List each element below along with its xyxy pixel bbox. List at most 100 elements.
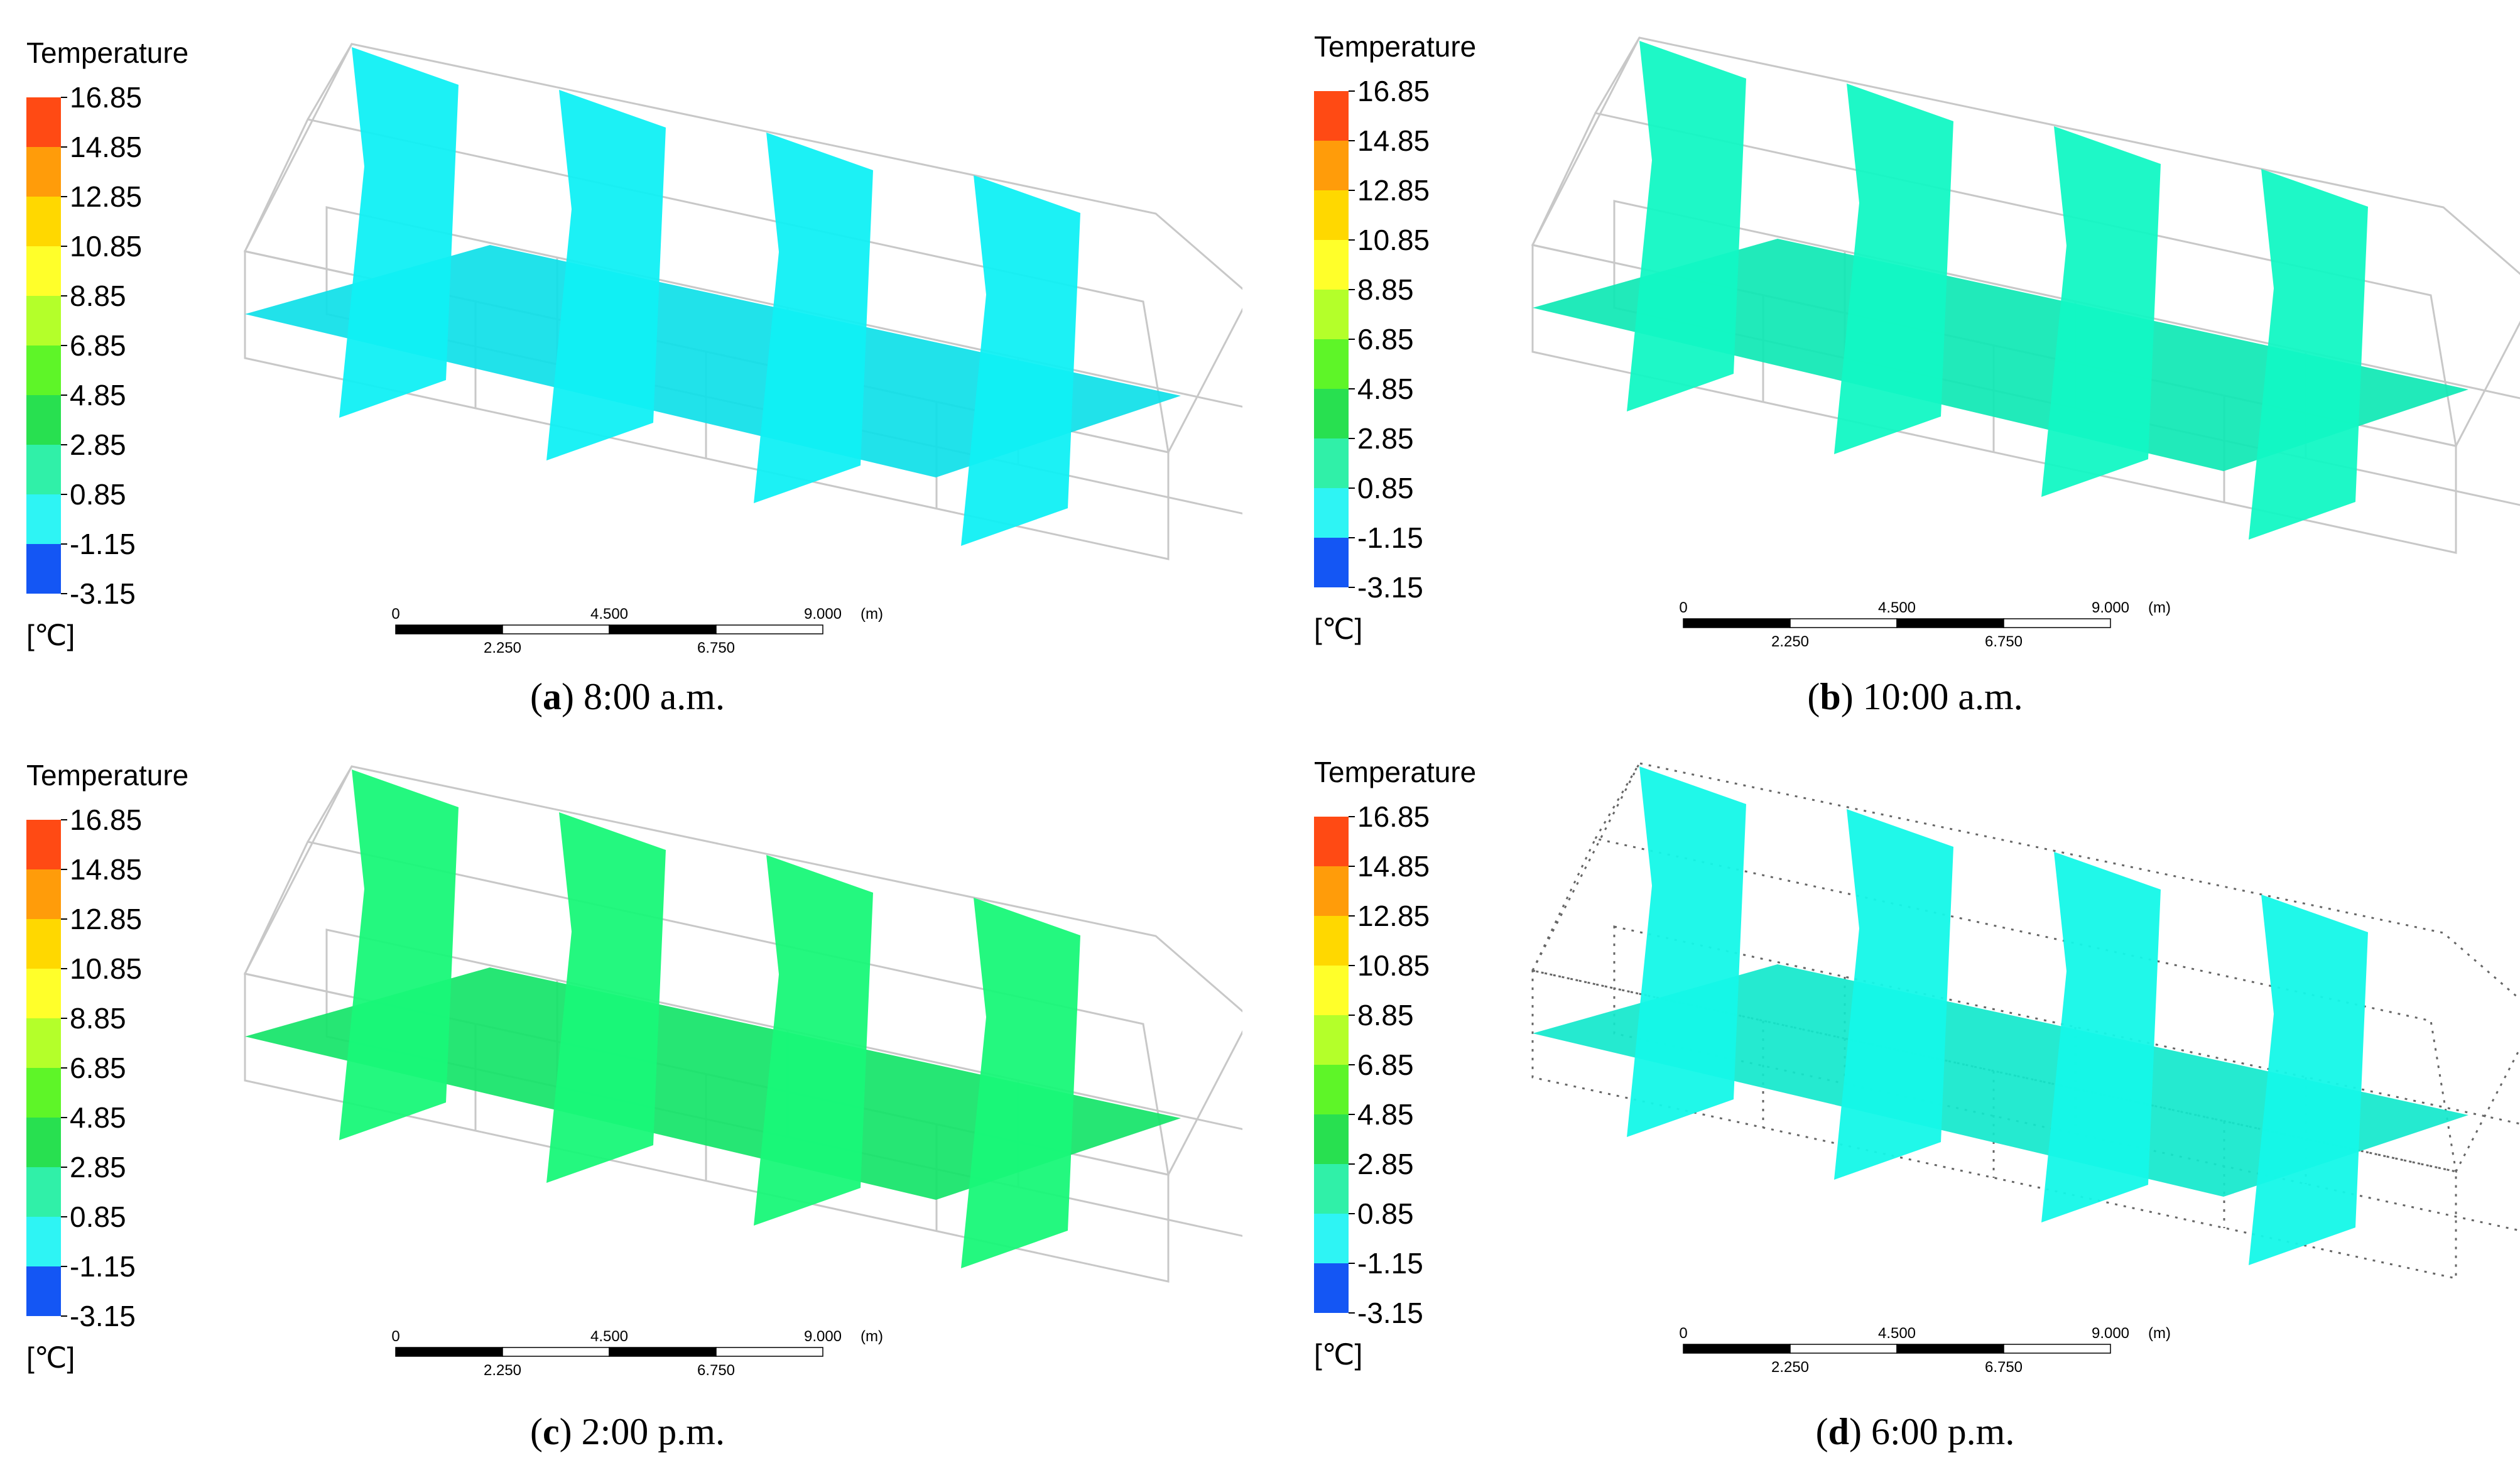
scale-bar: 0 4.500 9.000 (m) 2.250 6.750: [1679, 599, 2171, 650]
vertical-temperature-plane: [2041, 126, 2161, 497]
scale-bar-segment: [609, 1347, 717, 1357]
panel-a: Temperature 16.85 14.85 12.85 10.85 8.85 6.85 4…: [13, 25, 1242, 748]
vertical-slices: [1627, 766, 2368, 1265]
legend-swatch: [1314, 538, 1349, 587]
legend-tick-label: 6.85: [1357, 323, 1414, 356]
scale-label: 4.500: [590, 606, 628, 623]
legend-tick-label: 14.85: [1357, 850, 1430, 883]
vertical-temperature-plane: [2041, 852, 2161, 1222]
scale-bar-segment: [395, 624, 503, 634]
legend-tick-label: -1.15: [1357, 521, 1423, 554]
color-legend: Temperature 16.85 14.85 12.85 10.85 8.85 6.85 4…: [26, 36, 188, 651]
legend-tick-label: -1.15: [1357, 1247, 1423, 1280]
floor-temperature-plane: [1533, 964, 2468, 1197]
legend-tick-label: 16.85: [70, 803, 142, 836]
legend-tick-label: 4.85: [1357, 1098, 1414, 1131]
caption-d: (d) 6:00 p.m.: [1815, 1411, 2015, 1452]
legend-swatch: [1314, 916, 1349, 966]
panel-d: Temperature 16.85 14.85 12.85 10.85 8.85 6.85 4…: [1300, 744, 2520, 1467]
scale-label: 6.750: [697, 640, 735, 656]
legend-swatch: [26, 869, 61, 919]
panel-b: Temperature 16.85 14.85 12.85 10.85 8.85 6.85 4…: [1300, 19, 2520, 741]
legend-swatch: [1314, 141, 1349, 190]
legend-swatch: [26, 346, 61, 395]
vertical-temperature-plane: [961, 175, 1080, 546]
scale-label: 6.750: [1985, 1359, 2023, 1376]
scale-bar-segment: [1896, 618, 2004, 628]
legend-swatch: [1314, 1065, 1349, 1114]
color-legend: Temperature 16.85 14.85 12.85 10.85 8.85 6.85 4…: [1314, 756, 1476, 1371]
legend-swatch: [26, 1217, 61, 1266]
color-legend: Temperature 16.85 14.85 12.85 10.85 8.85 6.85 4…: [26, 759, 188, 1374]
caption-letter: d: [1828, 1411, 1850, 1452]
legend-tick-label: 12.85: [70, 903, 142, 935]
legend-tick-label: 8.85: [1357, 999, 1414, 1031]
caption-letter: a: [543, 676, 562, 717]
caption-c: (c) 2:00 p.m.: [530, 1411, 725, 1452]
scale-label: 6.750: [1985, 633, 2023, 650]
legend-tick-label: -1.15: [70, 528, 136, 560]
legend-tick-label: 2.85: [70, 1151, 126, 1184]
scale-label: 0: [1679, 1325, 1687, 1342]
legend-swatch: [26, 445, 61, 494]
caption-b: (b) 10:00 a.m.: [1807, 676, 2023, 717]
legend-tick-label: 4.85: [70, 379, 126, 411]
scale-label: (m): [2148, 1325, 2171, 1342]
legend-tick-label: 16.85: [1357, 75, 1430, 107]
legend-swatch: [26, 246, 61, 296]
scale-label: 0: [391, 606, 399, 623]
legend-swatch: [1314, 290, 1349, 339]
legend-tick-label: 8.85: [1357, 273, 1414, 306]
legend-swatch: [1314, 488, 1349, 538]
legend-swatch: [26, 544, 61, 594]
legend-swatch: [1314, 240, 1349, 290]
scale-label: 2.250: [484, 1362, 521, 1379]
floor-temperature-plane: [245, 245, 1181, 477]
vertical-temperature-plane: [1627, 766, 1746, 1137]
legend-tick-label: 16.85: [70, 81, 142, 114]
scale-label: 4.500: [590, 1328, 628, 1345]
legend-swatch: [1314, 438, 1349, 488]
legend-title: Temperature: [26, 759, 188, 792]
scale-bar-segment: [1790, 618, 1898, 628]
vertical-slices: [339, 47, 1080, 546]
legend-tick-label: 2.85: [70, 428, 126, 461]
horizontal-slice: [1533, 239, 2468, 471]
legend-title: Temperature: [1314, 756, 1476, 788]
scale-label: 4.500: [1878, 1325, 1916, 1342]
scale-label: 4.500: [1878, 599, 1916, 616]
scale-bar-segment: [1790, 1344, 1898, 1354]
scale-bar-segment: [502, 1347, 610, 1357]
caption-time: 2:00 p.m.: [581, 1411, 725, 1452]
legend-tick-label: 6.85: [1357, 1048, 1414, 1081]
scale-label: 9.000: [804, 606, 842, 623]
panel-c: Temperature 16.85 14.85 12.85 10.85 8.85 6.85 4…: [13, 748, 1242, 1470]
scale-bar: 0 4.500 9.000 (m) 2.250 6.750: [391, 606, 883, 656]
legend-tick-label: -3.15: [1357, 571, 1423, 604]
vertical-temperature-plane: [961, 898, 1080, 1268]
legend-swatch: [26, 1018, 61, 1068]
legend-tick-label: -1.15: [70, 1250, 136, 1283]
temperature-contour-plot: Temperature 16.85 14.85 12.85 10.85 8.85 6.85 4…: [1314, 30, 2520, 650]
legend-swatch: [26, 494, 61, 544]
temperature-contour-plot: Temperature 16.85 14.85 12.85 10.85 8.85 6.85 4…: [1314, 756, 2520, 1376]
scale-label: 0: [1679, 599, 1687, 616]
horizontal-slice: [1533, 964, 2468, 1197]
legend-tick-label: 8.85: [70, 280, 126, 312]
scale-label: 6.750: [697, 1362, 735, 1379]
legend-swatch: [26, 919, 61, 969]
legend-swatch: [1314, 1214, 1349, 1263]
legend-tick-label: 6.85: [70, 329, 126, 362]
vertical-temperature-plane: [754, 855, 873, 1226]
legend-swatch: [26, 97, 61, 147]
caption-time: 10:00 a.m.: [1862, 676, 2023, 717]
color-legend: Temperature 16.85 14.85 12.85 10.85 8.85 6.85 4…: [1314, 30, 1476, 645]
legend-tick-label: 2.85: [1357, 1148, 1414, 1180]
legend-swatch: [26, 147, 61, 197]
scale-bar-segment: [1683, 1344, 1791, 1354]
vertical-temperature-plane: [339, 47, 459, 418]
legend-tick-label: 12.85: [1357, 900, 1430, 932]
legend-swatch: [1314, 817, 1349, 866]
legend-swatch: [1314, 966, 1349, 1015]
legend-swatch: [26, 296, 61, 346]
